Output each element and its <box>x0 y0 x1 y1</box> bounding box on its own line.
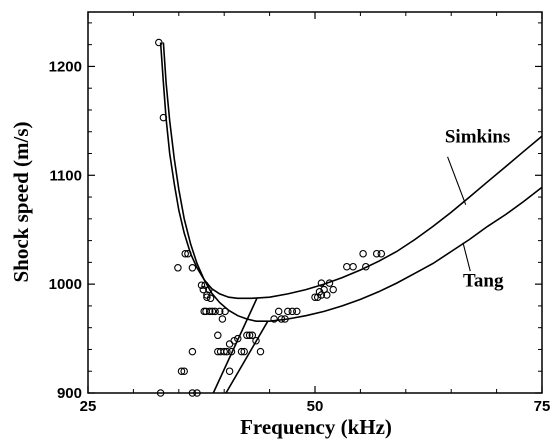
series-line-simkins <box>159 42 543 300</box>
data-point <box>277 315 286 323</box>
data-point <box>208 307 217 316</box>
data-point <box>193 389 201 397</box>
series-line-tang <box>162 42 543 322</box>
x-tick-label: 75 <box>534 398 551 415</box>
curve-labels-layer: Simkins Tang <box>445 127 510 292</box>
ticks-layer: 25 50 75 900 1000 1100 1200 <box>49 12 551 415</box>
data-point <box>220 347 228 356</box>
data-point <box>293 307 301 316</box>
data-point <box>284 307 292 316</box>
data-point <box>215 307 224 316</box>
data-point <box>325 279 334 287</box>
data-point <box>159 113 168 122</box>
y-tick-label: 1000 <box>49 276 82 293</box>
y-tick-label: 1100 <box>49 167 82 184</box>
data-point <box>323 291 331 299</box>
x-tick-label: 50 <box>307 398 324 415</box>
markers-layer <box>155 38 386 397</box>
data-point <box>174 264 182 272</box>
data-point <box>248 331 257 340</box>
data-point <box>197 281 206 289</box>
data-point <box>199 285 208 294</box>
data-point <box>349 262 357 271</box>
data-point <box>188 347 197 356</box>
data-point <box>221 307 229 316</box>
data-point <box>205 307 214 316</box>
data-point <box>372 249 381 258</box>
data-point <box>243 331 251 340</box>
data-point <box>245 331 254 340</box>
data-point <box>225 367 234 375</box>
data-point <box>230 336 238 345</box>
data-point <box>205 285 213 294</box>
data-point <box>225 340 234 348</box>
data-point <box>180 367 188 375</box>
data-point <box>252 336 260 345</box>
series-label-simkins: Simkins <box>445 127 510 148</box>
data-point <box>274 307 283 316</box>
data-point <box>281 315 289 323</box>
y-tick-label: 1200 <box>49 58 82 75</box>
data-point <box>256 347 265 356</box>
data-point <box>362 262 370 271</box>
plot-frame <box>87 11 543 394</box>
data-point <box>218 315 227 323</box>
data-point <box>343 262 351 271</box>
data-point <box>206 294 215 303</box>
data-point <box>240 347 248 356</box>
data-point <box>223 347 231 356</box>
data-point <box>234 334 242 343</box>
curves-layer <box>159 42 543 394</box>
series-label-tang: Tang <box>463 270 504 291</box>
y-tick-label: 900 <box>57 385 82 402</box>
data-point <box>181 249 189 258</box>
data-point <box>203 293 211 301</box>
data-point <box>237 347 246 356</box>
data-point <box>329 285 337 294</box>
data-point <box>211 307 219 316</box>
data-point <box>155 38 163 47</box>
x-axis-title: Frequency (kHz) <box>240 415 392 439</box>
data-point <box>311 293 319 301</box>
data-point <box>177 367 186 375</box>
data-point <box>270 315 278 323</box>
x-tick-label: 25 <box>80 398 97 415</box>
data-point <box>227 347 236 356</box>
data-point <box>184 249 192 258</box>
data-point <box>214 331 222 340</box>
data-point <box>359 249 367 258</box>
y-axis-title: Shock speed (m/s) <box>9 121 33 282</box>
data-point <box>288 307 297 316</box>
data-point <box>201 281 209 289</box>
simkins-leader-line <box>447 156 467 205</box>
data-point <box>317 279 326 287</box>
data-point <box>377 249 386 258</box>
data-point <box>188 264 197 272</box>
data-point <box>156 389 165 397</box>
asymptote-line-3 <box>225 320 269 394</box>
asymptote-line-2 <box>212 297 258 394</box>
data-point <box>188 389 197 397</box>
tang-leader-line <box>462 242 471 272</box>
